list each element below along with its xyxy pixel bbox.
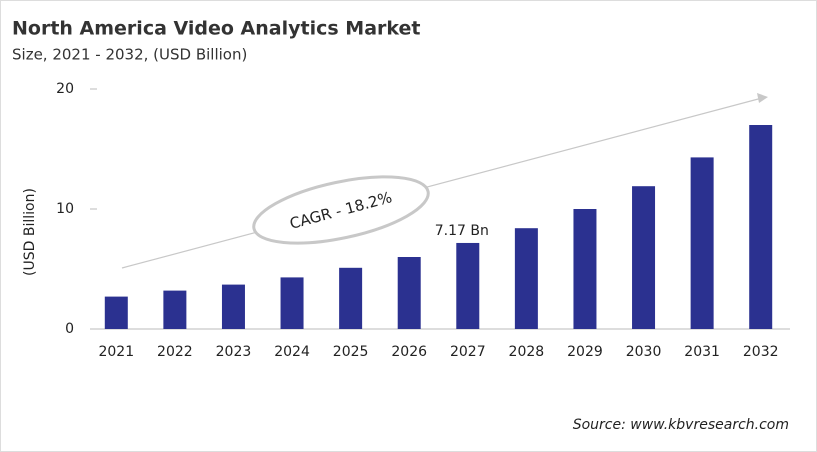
bar bbox=[690, 157, 714, 329]
cagr-ellipse bbox=[252, 175, 430, 245]
bar bbox=[163, 290, 187, 329]
bar bbox=[749, 125, 773, 329]
data-label: 7.17 Bn bbox=[435, 223, 489, 239]
bar bbox=[573, 209, 597, 329]
x-tick-label: 2031 bbox=[684, 344, 720, 360]
x-tick-label: 2023 bbox=[216, 344, 252, 360]
y-axis-label: (USD Billion) bbox=[22, 188, 38, 276]
x-tick-label: 2021 bbox=[98, 344, 134, 360]
x-tick-label: 2028 bbox=[509, 344, 545, 360]
chart-title: North America Video Analytics Market bbox=[12, 18, 420, 40]
x-tick-label: 2032 bbox=[743, 344, 779, 360]
bar bbox=[632, 186, 656, 329]
y-tick-label: 10 bbox=[56, 201, 74, 217]
bar bbox=[456, 242, 480, 329]
x-tick-label: 2022 bbox=[157, 344, 193, 360]
x-tick-label: 2029 bbox=[567, 344, 603, 360]
bar bbox=[514, 228, 538, 329]
arrow-head bbox=[757, 93, 768, 103]
x-tick-label: 2030 bbox=[626, 344, 662, 360]
y-tick-label: 20 bbox=[56, 81, 74, 97]
y-tick-label: 0 bbox=[65, 321, 74, 337]
source: Source: www.kbvresearch.com bbox=[573, 417, 789, 433]
bar bbox=[221, 284, 245, 329]
trend-arrow bbox=[121, 97, 763, 269]
bar bbox=[280, 277, 304, 329]
bar bbox=[397, 257, 421, 329]
x-tick-label: 2026 bbox=[391, 344, 427, 360]
bar bbox=[104, 296, 128, 329]
x-tick-label: 2025 bbox=[333, 344, 369, 360]
bar bbox=[339, 267, 363, 329]
chart-subtitle: Size, 2021 - 2032, (USD Billion) bbox=[12, 46, 247, 64]
x-tick-label: 2027 bbox=[450, 344, 486, 360]
x-tick-label: 2024 bbox=[274, 344, 310, 360]
